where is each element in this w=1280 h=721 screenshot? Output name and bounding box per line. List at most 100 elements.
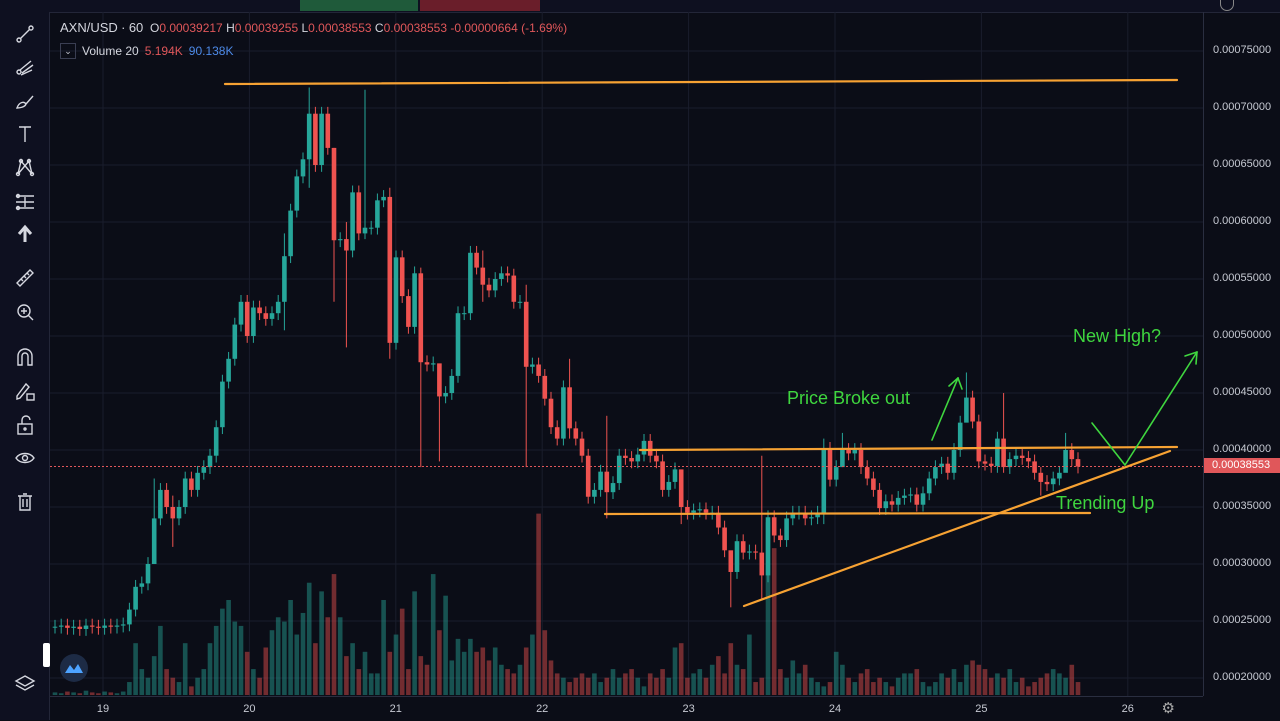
price-chart[interactable]	[50, 12, 1203, 696]
candle-body	[151, 518, 157, 564]
settings-icon[interactable]	[1220, 0, 1234, 11]
volume-name[interactable]: Volume 20	[82, 44, 139, 58]
candle-body	[957, 422, 963, 450]
volume-bar	[939, 673, 944, 695]
candle-body	[182, 478, 188, 507]
time-axis-settings-icon[interactable]: ⚙	[1161, 700, 1175, 717]
volume-bar	[133, 643, 138, 695]
candle-body	[964, 397, 969, 423]
candle-body	[833, 467, 839, 480]
volume-bar	[598, 682, 603, 695]
candle-body	[114, 625, 120, 627]
pitchfork-icon[interactable]	[12, 55, 38, 81]
volume-bar	[771, 548, 777, 695]
candle-body	[344, 239, 349, 251]
volume-bar	[337, 617, 343, 695]
volume-bar	[678, 643, 684, 695]
volume-bar	[319, 591, 324, 695]
eye-icon[interactable]	[12, 445, 38, 471]
annotation-trending-up[interactable]: Trending Up	[1056, 493, 1155, 513]
volume-bar	[468, 638, 473, 695]
volume-bar	[387, 651, 393, 695]
sell-button[interactable]	[420, 0, 540, 11]
candle-body	[1050, 478, 1056, 485]
candle-body	[207, 455, 213, 468]
candle-body	[412, 273, 417, 327]
candle-body	[499, 273, 504, 279]
collapse-chevron-icon[interactable]: ⌄	[60, 43, 76, 59]
forecast-icon[interactable]	[12, 189, 38, 215]
candle-body	[282, 256, 287, 302]
volume-bar	[511, 673, 517, 695]
candle-body	[858, 450, 864, 468]
volume-bar	[108, 692, 114, 695]
trash-icon[interactable]	[12, 489, 38, 515]
volume-bar	[561, 677, 566, 695]
candle-body	[871, 478, 876, 490]
candle-body	[1001, 438, 1006, 468]
candle-body	[1032, 461, 1037, 473]
volume-bar	[579, 673, 585, 695]
pattern-icon[interactable]	[12, 154, 38, 180]
price-tick: 0.00025000	[1213, 614, 1272, 626]
price-tick: 0.00020000	[1213, 671, 1272, 683]
candle-body	[523, 301, 529, 367]
candle-body	[139, 583, 145, 587]
ruler-icon[interactable]	[12, 265, 38, 291]
price-axis[interactable]: 0.00075000 0.00070000 0.00065000 0.00060000…	[1203, 12, 1280, 696]
trend-line	[742, 449, 1172, 608]
tradingview-logo-icon[interactable]	[60, 654, 88, 682]
chart-pane[interactable]	[50, 12, 1203, 696]
time-axis[interactable]: 19 20 21 22 23 24 25 26 ⚙	[50, 696, 1203, 721]
lock-drawing-icon[interactable]	[12, 378, 38, 404]
volume-bar	[933, 682, 938, 695]
volume-bar	[195, 677, 200, 695]
candle-body	[232, 324, 238, 359]
volume-bar	[89, 692, 95, 695]
symbol-name[interactable]: AXN/USD	[60, 20, 118, 35]
breakout-arrow	[931, 377, 959, 441]
volume-bar	[300, 612, 306, 695]
volume-bar	[852, 682, 858, 695]
candle-body	[579, 438, 585, 456]
volume-bar	[399, 608, 405, 695]
volume-bar	[908, 673, 913, 695]
candle-body	[170, 507, 176, 519]
brush-icon[interactable]	[12, 88, 38, 114]
volume-bar	[1026, 686, 1031, 695]
volume-bar	[691, 673, 696, 695]
candle-body	[350, 192, 355, 251]
volume-bar	[716, 656, 721, 695]
time-tick: 20	[243, 703, 256, 715]
magnet-icon[interactable]	[12, 344, 38, 370]
volume-bar	[703, 677, 709, 695]
trend-line-icon[interactable]	[12, 21, 38, 47]
volume-bar	[914, 669, 920, 695]
volume-bar	[883, 682, 889, 695]
zoom-in-icon[interactable]	[12, 299, 38, 325]
candle-body	[1057, 472, 1062, 479]
volume-bar	[83, 690, 89, 695]
candle-body	[288, 210, 293, 257]
volume-bar	[753, 682, 758, 695]
candle-body	[319, 113, 324, 165]
buy-button[interactable]	[300, 0, 418, 11]
panel-toggle-handle[interactable]	[43, 643, 50, 667]
candle-body	[765, 517, 771, 576]
candle-body	[759, 552, 765, 576]
volume-bar	[430, 574, 436, 695]
layers-icon[interactable]	[12, 671, 38, 697]
arrow-up-icon[interactable]	[12, 221, 38, 247]
current-price-label: 0.00038553	[1204, 458, 1280, 473]
annotation-breakout[interactable]: Price Broke out	[787, 388, 911, 408]
price-tick: 0.00070000	[1213, 101, 1272, 113]
new-high-arrowhead	[1195, 351, 1198, 365]
candle-body	[474, 252, 479, 268]
text-icon[interactable]	[12, 121, 38, 147]
unlock-icon[interactable]	[12, 412, 38, 438]
volume-bar	[647, 673, 653, 695]
volume-bar	[375, 673, 380, 695]
annotation-new-high[interactable]: New High?	[1073, 326, 1162, 346]
volume-bar	[629, 669, 634, 695]
volume-bar	[102, 691, 107, 695]
